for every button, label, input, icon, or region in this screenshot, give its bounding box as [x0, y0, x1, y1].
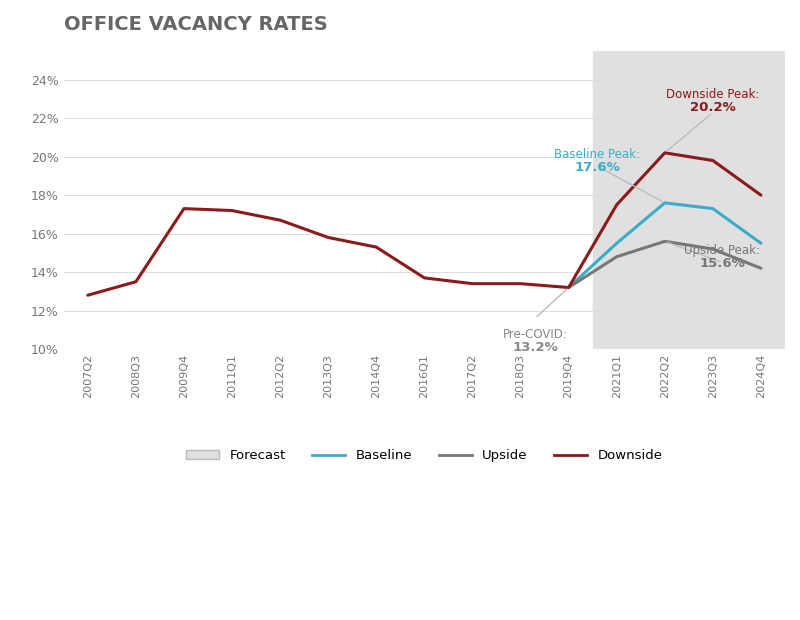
Text: 13.2%: 13.2%	[512, 342, 558, 355]
Text: Pre-COVID:: Pre-COVID:	[502, 328, 567, 341]
Text: 20.2%: 20.2%	[690, 101, 736, 114]
Text: Upside Peak:: Upside Peak:	[685, 244, 761, 257]
Bar	[593, 51, 785, 349]
Text: Baseline Peak:: Baseline Peak:	[554, 148, 641, 161]
Text: OFFICE VACANCY RATES: OFFICE VACANCY RATES	[64, 15, 327, 34]
Legend: Forecast, Baseline, Upside, Downside: Forecast, Baseline, Upside, Downside	[181, 444, 668, 467]
Text: Downside Peak:: Downside Peak:	[666, 88, 759, 101]
Text: 15.6%: 15.6%	[700, 257, 746, 270]
Text: 17.6%: 17.6%	[574, 161, 620, 174]
